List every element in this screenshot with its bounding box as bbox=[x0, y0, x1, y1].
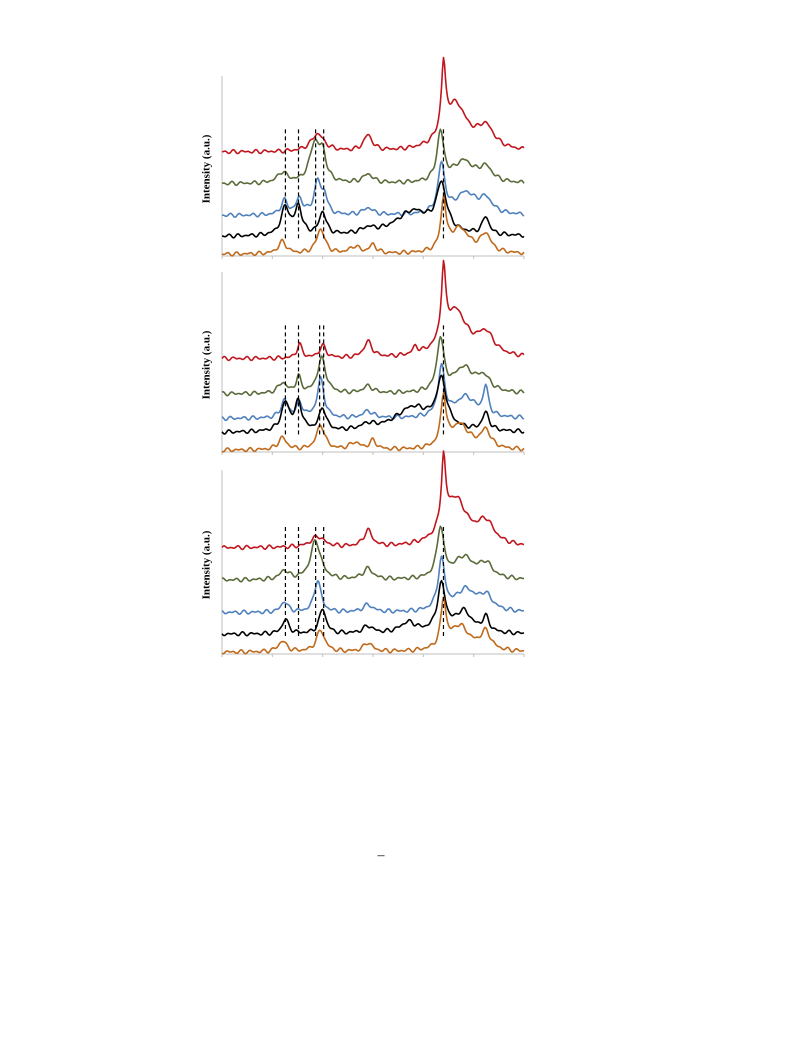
chart-panel-bottom: Intensity (a.u.) bbox=[200, 450, 530, 660]
chart-panel-middle: Intensity (a.u.) bbox=[200, 259, 530, 458]
series-line-3 bbox=[221, 180, 525, 239]
series-line-3 bbox=[221, 374, 525, 435]
series-line-0 bbox=[221, 450, 525, 551]
series-line-4 bbox=[221, 195, 525, 257]
series-line-2 bbox=[221, 555, 525, 615]
chart-panel-top: Intensity (a.u.) bbox=[200, 56, 530, 262]
series-line-1 bbox=[221, 335, 525, 397]
series-line-4 bbox=[221, 392, 525, 453]
chart-svg bbox=[221, 259, 525, 455]
series-line-2 bbox=[221, 362, 525, 422]
series-line-1 bbox=[221, 525, 525, 583]
y-axis-label-text: Intensity (a.u.) bbox=[200, 330, 213, 400]
series-line-4 bbox=[221, 596, 525, 655]
page-number: – bbox=[377, 848, 385, 863]
series-line-2 bbox=[221, 160, 525, 218]
y-axis-label-text: Intensity (a.u.) bbox=[200, 134, 213, 204]
chart-svg bbox=[221, 450, 525, 657]
y-axis-label: Intensity (a.u.) bbox=[194, 76, 218, 262]
y-axis-label: Intensity (a.u.) bbox=[194, 272, 218, 458]
y-axis-label: Intensity (a.u.) bbox=[194, 470, 218, 660]
series-line-0 bbox=[221, 259, 525, 362]
chart-svg bbox=[221, 56, 525, 259]
series-line-1 bbox=[221, 128, 525, 187]
y-axis-label-text: Intensity (a.u.) bbox=[200, 530, 213, 600]
series-line-3 bbox=[221, 579, 525, 637]
series-line-0 bbox=[221, 56, 525, 155]
